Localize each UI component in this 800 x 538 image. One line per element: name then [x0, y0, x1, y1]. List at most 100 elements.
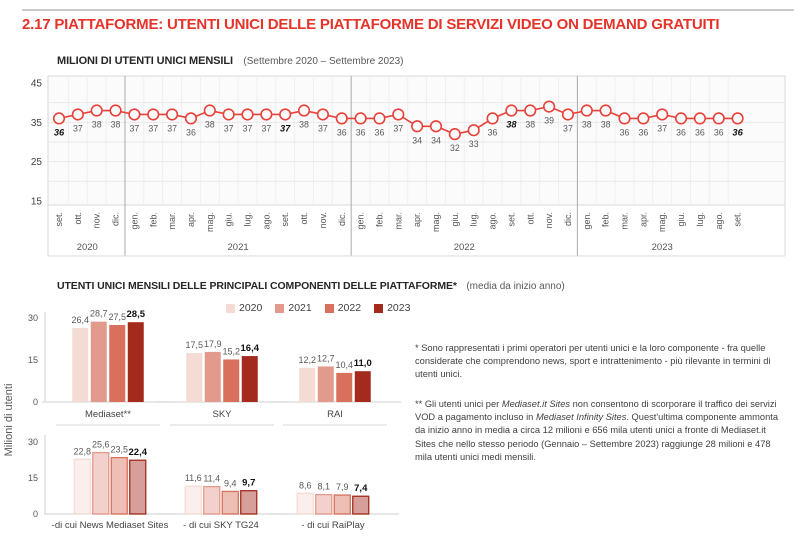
plot-area	[47, 75, 786, 206]
bar	[127, 322, 144, 402]
bar-value-label: 25,6	[92, 440, 110, 450]
legend-item: 2023	[374, 302, 410, 314]
month-label: giu.	[676, 212, 686, 227]
legend-label: 2021	[288, 302, 312, 314]
bar	[90, 321, 107, 402]
legend-item: 2021	[275, 302, 312, 314]
line-point	[505, 104, 518, 117]
line-point	[241, 108, 254, 121]
month-label: ago.	[714, 212, 724, 230]
data-label: 37	[563, 123, 573, 133]
year-label: 2020	[77, 242, 98, 253]
bar	[204, 351, 221, 402]
legend-swatch	[275, 303, 285, 313]
month-label: set.	[280, 212, 290, 227]
month-label: set.	[733, 212, 743, 227]
y-tick-label: 25	[31, 157, 43, 168]
bar-value-label: 7,9	[336, 482, 349, 492]
bar-y-tick: 30	[28, 313, 38, 323]
bar	[203, 485, 221, 515]
line-point	[392, 108, 405, 121]
month-label: ott.	[525, 212, 535, 225]
bar-chart-legend: 2020 2021 2022 2023	[226, 302, 410, 314]
data-label: 38	[582, 120, 592, 130]
month-label: nov.	[544, 212, 554, 228]
data-label: 36	[375, 127, 385, 137]
line-point	[166, 108, 179, 121]
data-label: 37	[130, 123, 140, 133]
bar-value-label: 17,9	[204, 339, 222, 349]
line-point	[524, 104, 537, 117]
bar-value-label: 16,4	[241, 343, 260, 354]
line-point	[335, 112, 348, 125]
month-label: ott.	[299, 212, 309, 225]
line-point	[52, 112, 66, 125]
bar	[354, 371, 371, 402]
line-point	[674, 112, 688, 125]
footnote-text-segment: ** Gli utenti unici per	[415, 399, 502, 409]
line-point	[411, 120, 424, 133]
data-label: 36	[337, 127, 347, 137]
bar-y-tick: 0	[33, 509, 38, 519]
data-label: 38	[205, 120, 215, 130]
data-label: 37	[657, 123, 667, 133]
data-label: 37	[393, 123, 403, 133]
bar-value-label: 27,5	[108, 312, 126, 322]
bar-value-label: 11,0	[354, 358, 372, 369]
data-label: 36	[186, 127, 196, 137]
line-point	[429, 120, 443, 133]
bar	[129, 459, 147, 515]
line-point	[580, 104, 593, 117]
month-label: mar.	[167, 212, 177, 230]
month-label: lug.	[243, 212, 253, 227]
month-label: apr.	[638, 212, 648, 227]
bar	[317, 366, 334, 402]
month-label: set.	[54, 212, 64, 227]
bar-category-label: SKY	[212, 409, 232, 420]
bar-value-label: 7,4	[354, 483, 368, 494]
data-label: 39	[544, 116, 554, 126]
bar-category-label: RAI	[327, 409, 343, 420]
bar-y-tick: 15	[28, 355, 38, 365]
data-label: 36	[638, 127, 648, 137]
bar-value-label: 28,7	[90, 309, 108, 319]
bar-value-label: 9,4	[224, 478, 237, 488]
month-label: mar.	[620, 212, 630, 230]
footnote-asterisk: * Sono rappresentati i primi operatori p…	[415, 343, 771, 380]
footnote-double-asterisk: ** Gli utenti unici per Mediaset.it Site…	[415, 398, 789, 464]
month-label: dic.	[337, 212, 347, 226]
month-label: apr.	[412, 212, 422, 227]
bar	[184, 485, 202, 515]
month-label: nov.	[92, 212, 102, 228]
legend-swatch	[226, 303, 235, 313]
footnote-text-segment: non consentono di scorporare il traffico…	[415, 399, 777, 423]
bar	[336, 372, 353, 402]
data-label: 36	[676, 127, 686, 137]
bar	[352, 495, 370, 515]
bar-ylabel: Milioni di utenti	[3, 384, 15, 457]
line-point	[203, 104, 216, 117]
bar-category-label: -di cui News Mediaset Sites	[52, 520, 169, 531]
line-point	[693, 112, 707, 125]
month-label: mag.	[205, 212, 215, 232]
data-label: 38	[506, 120, 517, 130]
month-label: feb.	[374, 212, 384, 227]
month-label: ago.	[261, 212, 271, 230]
footnote-text-segment: Mediaset Infinity Sites	[535, 412, 627, 423]
bar-section-header: UTENTI UNICI MENSILI DELLE PRINCIPALI CO…	[57, 276, 565, 294]
month-label: mag.	[657, 212, 667, 232]
line-point	[731, 112, 744, 125]
data-label: 36	[732, 127, 743, 137]
line-point	[71, 108, 84, 121]
month-label: lug.	[695, 212, 705, 227]
data-label: 38	[525, 120, 535, 130]
line-point	[618, 112, 631, 125]
bar	[223, 359, 240, 402]
bar-value-label: 22,8	[73, 446, 91, 456]
line-point	[279, 108, 292, 121]
year-label: 2023	[652, 242, 673, 253]
bar-value-label: 8,6	[299, 480, 312, 490]
line-point	[128, 108, 141, 121]
data-label: 33	[469, 139, 479, 149]
bar-charts: Milioni di utenti 30 15 0 26,428,7 27,5 28,5 Me…	[3, 309, 401, 531]
